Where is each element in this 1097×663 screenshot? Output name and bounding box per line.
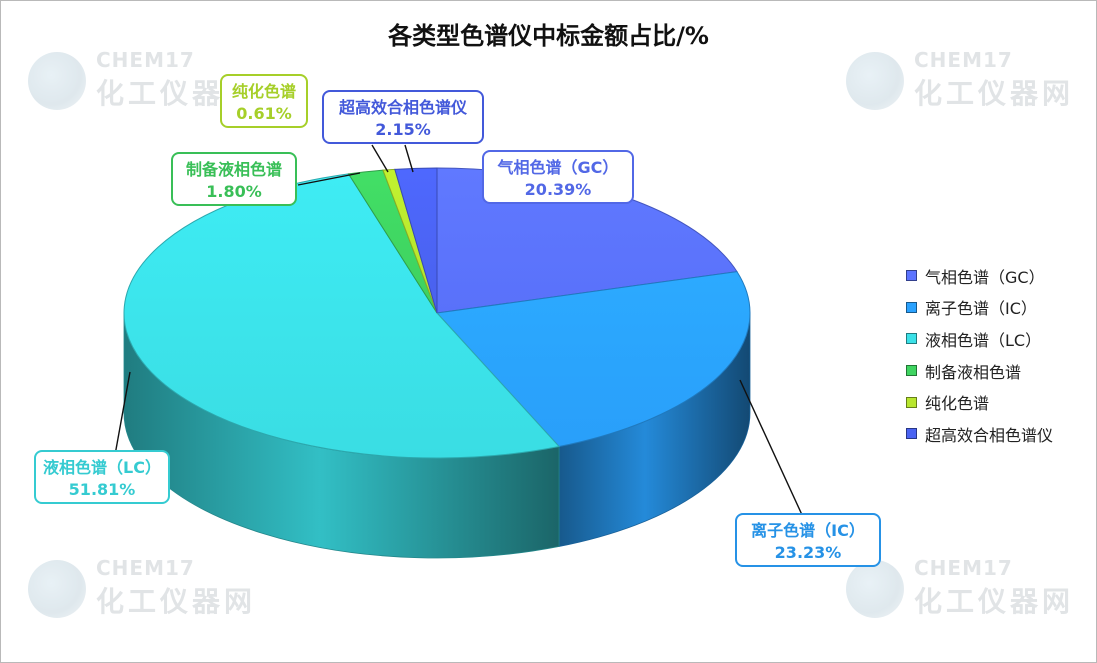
slice-label: 离子色谱（IC） 23.23% [735, 513, 881, 567]
watermark-text-top: CHEM17 [96, 556, 195, 580]
legend-swatch [906, 365, 917, 377]
legend-label: 离子色谱（IC） [925, 299, 1037, 319]
slice-label-name: 超高效合相色谱仪 [338, 98, 468, 117]
slice-label: 纯化色谱 0.61% [220, 74, 308, 128]
leader-line [739, 379, 804, 518]
watermark-text-bottom: 化工仪器网 [914, 77, 1075, 110]
slice-label-name: 气相色谱（GC） [497, 158, 619, 177]
slice-label-box [34, 450, 170, 504]
watermark-logo-icon [846, 52, 904, 110]
pie-slice[interactable] [394, 167, 438, 314]
watermark-text-top: CHEM17 [96, 48, 195, 72]
watermark-logo-icon [28, 52, 86, 110]
legend-swatch [906, 396, 917, 408]
pie-slice[interactable] [123, 173, 561, 459]
legend-item[interactable]: 气相色谱（GC） [906, 260, 1053, 292]
legend-label: 纯化色谱 [925, 394, 990, 414]
watermark-text-top: CHEM17 [914, 48, 1013, 72]
slice-label: 气相色谱（GC） 20.39% [482, 150, 634, 204]
slice-label-value: 2.15% [375, 120, 431, 139]
leader-line [114, 371, 131, 456]
slice-label-box [735, 513, 881, 567]
watermark-logo-icon [846, 560, 904, 618]
leader-line [404, 144, 414, 173]
legend-label: 液相色谱（LC） [925, 330, 1042, 350]
legend-label: 气相色谱（GC） [925, 267, 1045, 287]
chart-legend: 气相色谱（GC） 离子色谱（IC） 液相色谱（LC） 制备液相色谱 纯化色谱超高效合相色… [906, 260, 1053, 450]
legend-item[interactable]: 液相色谱（LC） [906, 323, 1053, 355]
slice-label: 制备液相色谱 1.80% [171, 152, 297, 206]
watermark-text-top: CHEM17 [914, 556, 1013, 580]
chart-title: 各类型色谱仪中标金额占比/% [388, 22, 709, 50]
legend-item[interactable]: 离子色谱（IC） [906, 292, 1053, 324]
slice-label-name: 制备液相色谱 [186, 160, 282, 179]
legend-item[interactable]: 超高效合相色谱仪 [906, 418, 1053, 450]
watermark-logo-icon [28, 560, 86, 618]
slice-label-value: 0.61% [236, 104, 292, 123]
legend-item[interactable]: 制备液相色谱 [906, 355, 1053, 387]
watermark-text-bottom: 化工仪器网 [96, 585, 257, 618]
slice-label: 液相色谱（LC） 51.81% [34, 450, 170, 504]
slice-label-value: 51.81% [69, 480, 136, 499]
slice-label-box [482, 150, 634, 204]
legend-item[interactable]: 纯化色谱 [906, 386, 1053, 418]
slice-label: 超高效合相色谱仪 2.15% [322, 90, 484, 144]
slice-label-name: 纯化色谱 [232, 82, 296, 101]
leader-line [371, 144, 389, 173]
legend-swatch [906, 270, 917, 282]
legend-label: 制备液相色谱 [925, 362, 1022, 382]
slice-label-box [171, 152, 297, 206]
slice-label-box [220, 74, 308, 128]
legend-swatch [906, 333, 917, 345]
slice-label-box [322, 90, 484, 144]
legend-label: 超高效合相色谱仪 [925, 425, 1054, 445]
watermark-text-bottom: 化工仪器网 [914, 585, 1075, 618]
pie-slice[interactable] [435, 271, 751, 448]
slice-label-name: 离子色谱（IC） [751, 521, 865, 540]
legend-swatch [906, 428, 917, 440]
slice-label-value: 23.23% [775, 543, 842, 562]
slice-label-value: 20.39% [525, 180, 592, 199]
slice-label-value: 1.80% [206, 182, 262, 201]
leader-line [297, 172, 361, 186]
legend-swatch [906, 301, 917, 313]
slice-label-name: 液相色谱（LC） [43, 458, 161, 477]
